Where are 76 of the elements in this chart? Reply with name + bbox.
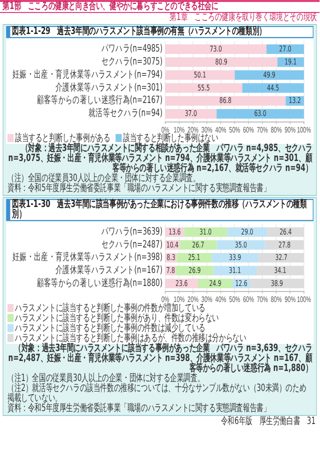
y-tick-label: 顧客等からの著しい迷惑行為(n=2167)	[36, 94, 163, 107]
text: （注1）全国の従業員30人以上の企業・団体に対する企業調査。	[6, 372, 204, 384]
data-label: 13.6	[168, 227, 181, 237]
text: 資料：令和5年度厚生労働省委託事業「職場のハラスメントに関する実態調査報告書」	[6, 402, 272, 414]
text: 令和6年版 厚生労働白書 31	[220, 416, 316, 426]
data-label: 31.1	[228, 266, 241, 276]
data-label: 7.8	[166, 266, 175, 276]
y-tick-label: パワハラ(n=3639)	[100, 226, 163, 238]
bar	[216, 109, 304, 119]
data-label: 34.1	[274, 266, 286, 276]
data-label: 31.0	[200, 227, 212, 237]
text: 第1部 こころの健康と向き合い、健やかに暮らすことのできる社会に	[0, 0, 320, 13]
chart-title: 図表1-1-30 過去3年間に該当事例があった企業における事例件数の推移（ハラスメントの種類別）	[6, 199, 314, 221]
data-label: 25.1	[188, 253, 200, 262]
data-label: 10.4	[166, 240, 179, 250]
bar	[213, 266, 257, 276]
data-label: 49.9	[263, 70, 276, 80]
bar	[165, 44, 267, 54]
bar	[165, 83, 242, 93]
text: （対象：過去3年間にハラスメントに該当する事例があった企業 パワハラ n=3,639、セクハラ n=2,487、妊娠・出産・育児休業等ハラスメント n=398、介護休業等ハラスメント n=167、顧客等からの著しい迷惑行為 n=1,880）	[7, 342, 314, 374]
data-label: 38.9	[270, 278, 284, 288]
text: （注）全国の従業員30人以上の企業・団体に対する企業調査。	[6, 173, 200, 184]
data-label: 73.0	[210, 44, 222, 54]
data-label: 23.6	[176, 278, 188, 288]
chart-title: 図表1-1-29 過去3年間のハラスメント該当事例の有無（ハラスメントの種類別）	[6, 26, 314, 38]
data-label: 32.7	[275, 253, 288, 262]
bar	[242, 83, 304, 93]
bar	[165, 96, 286, 106]
data-label: 44.5	[267, 83, 280, 93]
legend-label: ハラスメントに該当すると判断した事例の件数が増加している	[14, 302, 206, 314]
legend-label: ハラスメントに該当すると判断した事例があり、件数は変わらない	[14, 312, 219, 324]
legend-label: ハラスメントに該当すると判断した事例の件数は減少している	[14, 322, 206, 334]
data-label: 55.5	[198, 83, 210, 93]
data-label: 86.8	[219, 96, 232, 106]
y-tick-label: セクハラ(n=2487)	[101, 239, 163, 251]
data-label: 24.9	[209, 278, 222, 288]
data-label: 27.0	[279, 44, 292, 54]
bar	[165, 70, 235, 80]
y-tick-label: 介護休業等ハラスメント(n=167)	[56, 264, 163, 276]
bar	[216, 240, 266, 250]
data-label: 63.0	[254, 109, 266, 119]
data-label: 29.0	[241, 227, 254, 237]
y-tick-label: 介護休業等ハラスメント(n=301)	[56, 80, 163, 94]
data-label: 35.0	[234, 240, 248, 250]
data-label: 12.6	[235, 278, 248, 288]
data-label: 33.9	[229, 253, 242, 262]
legend-label: 該当すると判断した事例がある	[14, 133, 110, 144]
data-label: 50.1	[194, 70, 206, 80]
data-label: 37.0	[184, 109, 197, 119]
text: 第1章 こころの健康を取り巻く環境とその現状	[168, 12, 318, 23]
bar	[227, 227, 268, 237]
bar	[212, 252, 259, 263]
bar	[266, 44, 304, 54]
data-label: 80.9	[215, 57, 228, 67]
data-label: 26.9	[188, 266, 201, 276]
data-label: 13.2	[288, 96, 301, 106]
y-tick-label: パワハラ(n=4985)	[100, 43, 163, 55]
bar	[165, 109, 217, 119]
bar	[180, 240, 217, 250]
bar	[234, 70, 304, 80]
y-tick-label: セクハラ(n=3075)	[101, 56, 163, 68]
data-label: 26.4	[280, 227, 292, 237]
text: （対象：過去3年間にハラスメントに関する相談があった企業 パワハラ n=4,985、セクハラ n=3,075、妊娠・出産・育児休業等ハラスメント n=794、介護休業等ハラスメント n=301、顧客等からの著しい迷惑行為 n=2,167、就活等セクハラ n=94）	[7, 143, 314, 174]
data-label: 8.3	[166, 253, 176, 262]
data-label: 27.8	[278, 240, 291, 250]
y-tick-label: 就活等セクハラ(n=94)	[88, 106, 163, 120]
legend-label: ハラスメントに該当すると判断した事例はあるが、件数の推移は分からない	[14, 332, 246, 344]
y-tick-label: 妊娠・出産・育児休業等ハラスメント(n=794)	[12, 68, 163, 81]
y-tick-label: 顧客等からの著しい迷惑行為(n=1880)	[36, 276, 163, 290]
data-label: 19.1	[284, 57, 297, 67]
text: 資料：令和5年度厚生労働省委託事業「職場のハラスメントに関する実態調査報告書」	[6, 183, 272, 194]
text: （注2）就活等セクハラの該当件数の推移については、十分なサンプル数がない（30未満）のため掲載していない。	[6, 382, 308, 404]
bar	[165, 57, 278, 67]
bar	[184, 227, 228, 237]
data-label: 26.7	[192, 240, 204, 250]
y-tick-label: 妊娠・出産・育児休業等ハラスメント(n=398)	[12, 250, 163, 264]
